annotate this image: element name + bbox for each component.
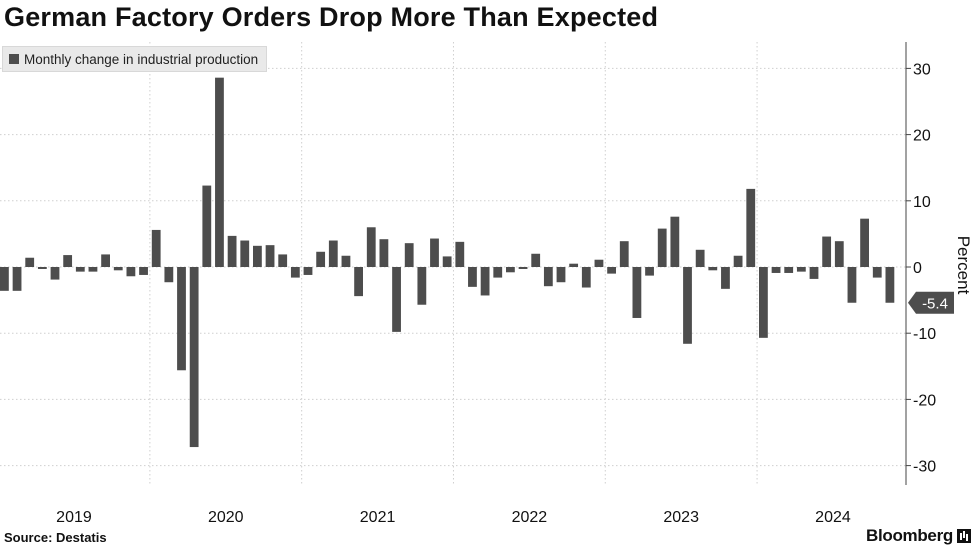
bar (796, 267, 806, 272)
bar (75, 267, 85, 272)
bar (189, 267, 199, 448)
bar (177, 267, 186, 371)
bar (746, 188, 756, 267)
chart-title: German Factory Orders Drop More Than Exp… (4, 2, 659, 32)
bar (632, 267, 642, 318)
last-value-flag (908, 291, 954, 314)
legend: Monthly change in industrial production (2, 46, 268, 72)
bar (543, 267, 553, 287)
bar (227, 235, 237, 267)
bar (822, 236, 832, 267)
bar (518, 267, 528, 269)
bloomberg-logo: Bloomberg (866, 526, 971, 546)
bar (759, 267, 768, 338)
bar (417, 267, 427, 305)
bar (37, 267, 47, 269)
y-tick-label: 30 (913, 61, 931, 78)
bar (63, 255, 73, 267)
bar (253, 245, 262, 267)
bar (379, 239, 389, 267)
bar (240, 240, 250, 267)
y-tick-label: -20 (913, 392, 936, 409)
bar (404, 243, 414, 267)
legend-label: Monthly change in industrial production (24, 51, 259, 67)
bar (303, 267, 313, 275)
bar (202, 185, 212, 267)
bar (316, 251, 326, 267)
y-tick-label: 0 (913, 260, 922, 277)
bar (328, 240, 338, 267)
bar (480, 267, 490, 296)
y-axis-label: Percent (954, 235, 973, 295)
x-tick-label: 2024 (815, 509, 851, 526)
y-tick-label: -10 (913, 326, 936, 343)
bar (847, 267, 857, 303)
bar (721, 267, 730, 289)
y-tick-label: 10 (913, 194, 931, 211)
bar (50, 267, 60, 280)
bar (834, 241, 844, 267)
bar (619, 241, 629, 267)
x-tick-label: 2019 (56, 509, 92, 526)
bar (708, 267, 718, 271)
bar (885, 267, 895, 303)
bar (88, 267, 98, 272)
bar (506, 267, 515, 273)
bar (151, 229, 161, 267)
bar (581, 267, 591, 288)
bar (215, 77, 224, 267)
source-note: Source: Destatis (4, 530, 107, 545)
bar (607, 267, 616, 274)
bar (341, 255, 351, 267)
x-tick-label: 2022 (512, 509, 548, 526)
bar (113, 267, 123, 271)
bar (670, 216, 680, 267)
bar (493, 267, 503, 278)
bar (126, 267, 136, 277)
grid-layer (0, 42, 906, 485)
bar (290, 267, 300, 278)
bar (468, 267, 477, 287)
bar (101, 254, 110, 267)
bar (645, 267, 654, 276)
bar (442, 256, 452, 267)
bar (556, 267, 566, 283)
bar (278, 254, 288, 267)
bar (872, 267, 882, 278)
bar (594, 259, 604, 267)
bar (455, 241, 465, 267)
bar (25, 257, 35, 267)
bar (860, 218, 869, 267)
y-tick-label: -30 (913, 459, 936, 476)
bar (265, 245, 275, 267)
bar (164, 267, 174, 283)
bar (0, 267, 9, 291)
axis-layer: 30 20 10 0 -10 -20 -30 2019 2020 2021 2022 2023 2024… (56, 42, 954, 526)
bar (809, 267, 819, 279)
bar (784, 267, 794, 273)
bar (392, 267, 401, 332)
bar (569, 263, 579, 267)
bar (354, 267, 363, 297)
legend-swatch (9, 54, 19, 64)
bar (430, 238, 439, 267)
bar (531, 253, 541, 267)
y-tick-label: 20 (913, 128, 931, 145)
brand-name: Bloomberg (865, 526, 953, 545)
bar (695, 249, 705, 267)
bloomberg-terminal-icon (957, 529, 971, 543)
bar (683, 267, 692, 344)
x-tick-label: 2021 (360, 509, 396, 526)
last-value-label: -5.4 (922, 296, 948, 313)
bar-layer (0, 77, 895, 448)
bar (366, 227, 376, 267)
x-tick-label: 2020 (208, 509, 244, 526)
bar (733, 255, 743, 267)
bar (657, 228, 667, 267)
bar (771, 267, 781, 273)
x-tick-label: 2023 (663, 509, 699, 526)
bar (12, 267, 22, 291)
bar (139, 267, 148, 275)
